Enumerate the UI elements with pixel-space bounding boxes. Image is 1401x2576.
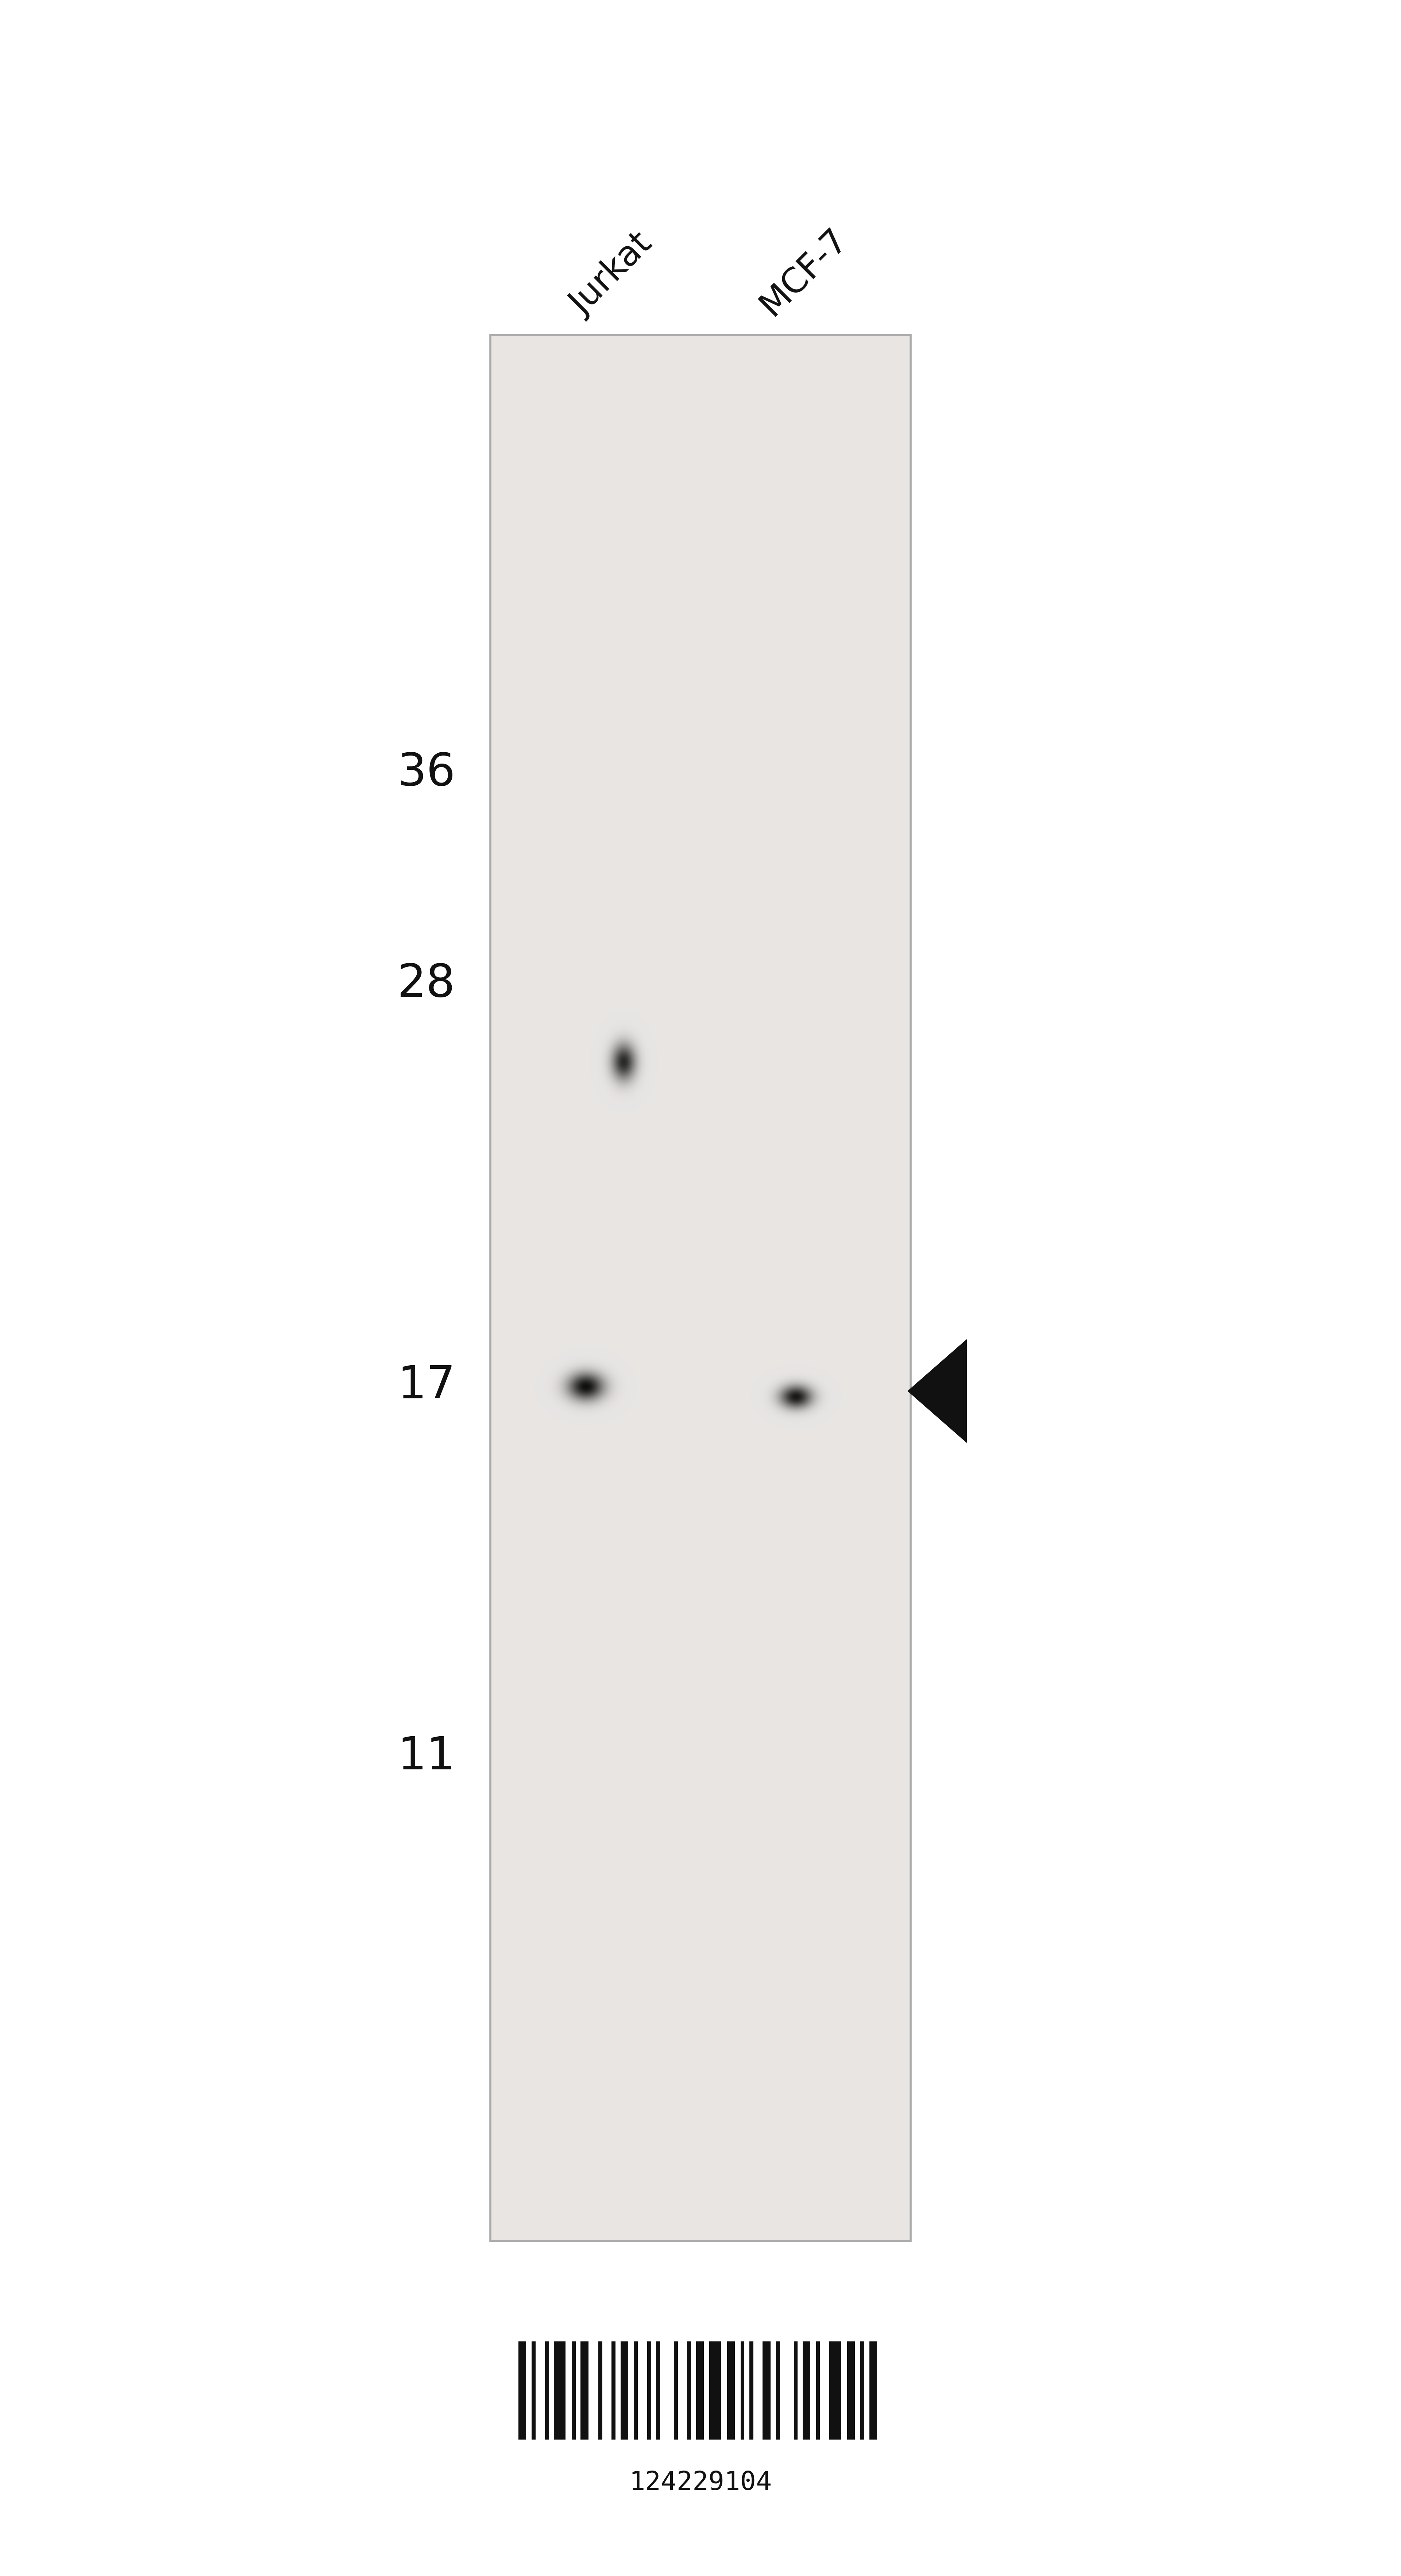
Bar <box>709 2342 722 2439</box>
Text: MCF-7: MCF-7 <box>754 222 853 322</box>
Bar <box>518 2342 527 2439</box>
Text: Jurkat: Jurkat <box>565 227 660 322</box>
Bar <box>815 2342 820 2439</box>
Bar <box>696 2342 703 2439</box>
Bar <box>674 2342 678 2439</box>
Bar <box>741 2342 744 2439</box>
Bar <box>598 2342 602 2439</box>
Bar <box>621 2342 629 2439</box>
Bar <box>829 2342 841 2439</box>
Text: 28: 28 <box>398 961 455 1007</box>
Bar <box>762 2342 771 2439</box>
Bar <box>553 2342 566 2439</box>
Bar <box>612 2342 615 2439</box>
Bar <box>803 2342 811 2439</box>
Polygon shape <box>908 1340 967 1443</box>
Bar <box>545 2342 549 2439</box>
Bar <box>848 2342 855 2439</box>
Bar <box>750 2342 754 2439</box>
Bar <box>490 335 911 2241</box>
Bar <box>869 2342 877 2439</box>
Text: 17: 17 <box>398 1363 455 1409</box>
Bar <box>647 2342 651 2439</box>
Bar <box>572 2342 576 2439</box>
Bar <box>776 2342 780 2439</box>
Bar <box>580 2342 588 2439</box>
Text: 11: 11 <box>398 1734 455 1780</box>
Bar <box>794 2342 797 2439</box>
Text: 124229104: 124229104 <box>629 2470 772 2496</box>
Bar <box>656 2342 660 2439</box>
Bar <box>727 2342 736 2439</box>
Bar <box>532 2342 535 2439</box>
Bar <box>860 2342 864 2439</box>
Bar <box>633 2342 637 2439</box>
Text: 36: 36 <box>398 750 455 796</box>
Bar <box>686 2342 691 2439</box>
